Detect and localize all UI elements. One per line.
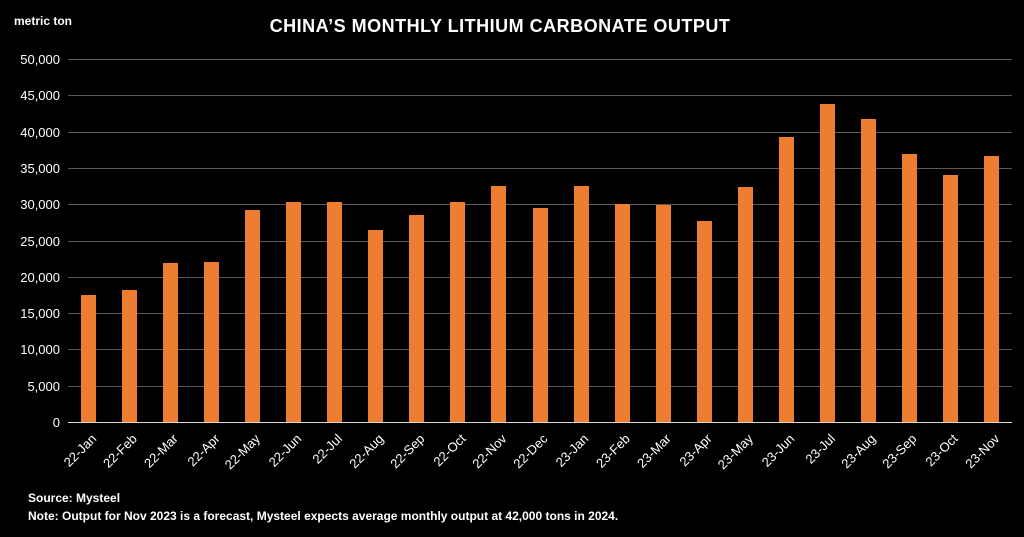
x-tick-label: 22-Mar [141,431,182,471]
bar-23-Nov [983,155,999,423]
x-tick-label: 22-Aug [346,431,387,472]
x-tick-label: 23-Mar [634,431,674,471]
footer-notes: Source: Mysteel Note: Output for Nov 202… [28,489,618,525]
bar-23-Feb [614,204,630,423]
y-tick-label: 10,000 [20,342,60,358]
x-tick-label: 23-May [714,431,756,473]
y-tick-label: 30,000 [20,197,60,213]
gridline [68,95,1012,97]
bar-22-Nov [491,186,507,423]
x-tick-label: 22-Feb [100,431,141,471]
bar-23-Sep [901,154,917,423]
bar-23-Jan [573,186,589,423]
y-tick-label: 20,000 [20,269,60,285]
bar-22-Apr [204,261,220,423]
gridline [68,204,1012,206]
y-tick-label: 25,000 [20,233,60,249]
x-tick-label: 23-Oct [922,431,962,470]
bar-23-Mar [655,205,671,423]
x-tick-label: 22-Apr [184,431,223,470]
bar-22-Aug [368,229,384,423]
x-tick-label: 22-May [222,431,264,473]
x-tick-label: 23-Jul [802,431,838,467]
x-tick-label: 22-Jan [60,431,100,470]
chart-title: CHINA’S MONTHLY LITHIUM CARBONATE OUTPUT [269,16,731,36]
gridline [68,167,1012,169]
x-tick-label: 23-Jun [758,431,797,470]
gridline [68,59,1012,60]
x-tick-label: 23-Aug [838,431,879,472]
y-tick-label: 15,000 [20,306,60,322]
bar-22-Oct [450,201,466,423]
x-tick-label: 22-Oct [430,431,469,470]
x-tick-label: 23-Nov [961,431,1003,472]
x-tick-label: 23-Apr [676,431,715,470]
y-axis-unit-label: metric ton [14,14,73,28]
x-tick-label: 22-Dec [510,431,551,472]
x-tick-label: 23-Feb [592,431,633,471]
y-tick-label: 0 [52,415,60,430]
footer-source: Source: Mysteel [28,491,121,505]
x-axis-tick-labels: 22-Jan 22-Feb 22-Mar 22-Apr 22-May 22-Jun 22-J… [60,431,1012,491]
x-axis-line [68,422,1012,423]
bar-23-Jun [778,136,794,423]
x-tick-label: 22-Sep [387,431,428,472]
footer-note: Note: Output for Nov 2023 is a forecast,… [28,509,619,523]
bar-22-Sep [409,214,425,423]
bar-22-May [245,209,261,423]
bar-23-Oct [942,174,958,423]
bar-22-Dec [532,208,548,423]
bar-23-Jul [819,103,835,423]
y-axis-tick-labels: 0 5,000 10,000 15,000 20,000 25,000 30,000 35,0… [0,52,60,430]
gridline [68,131,1012,133]
x-tick-label: 22-Nov [469,431,510,472]
bar-22-Feb [122,290,138,423]
bar-23-Apr [696,221,712,423]
x-tick-label: 23-Jan [552,431,592,470]
plot-area [68,59,1012,423]
bar-22-Jan [81,294,97,423]
x-tick-label: 22-Jul [309,431,346,467]
y-tick-label: 5,000 [27,378,60,394]
bar-23-May [737,187,753,423]
bar-22-Jul [327,201,343,423]
y-tick-label: 45,000 [20,88,60,104]
x-tick-label: 22-Jun [265,431,305,470]
bar-22-Jun [286,201,302,423]
bar-22-Mar [163,262,179,423]
x-tick-label: 23-Sep [879,431,921,472]
y-tick-label: 35,000 [20,160,60,176]
y-tick-label: 50,000 [20,52,60,67]
y-tick-label: 40,000 [20,124,60,140]
bar-23-Aug [860,118,876,423]
